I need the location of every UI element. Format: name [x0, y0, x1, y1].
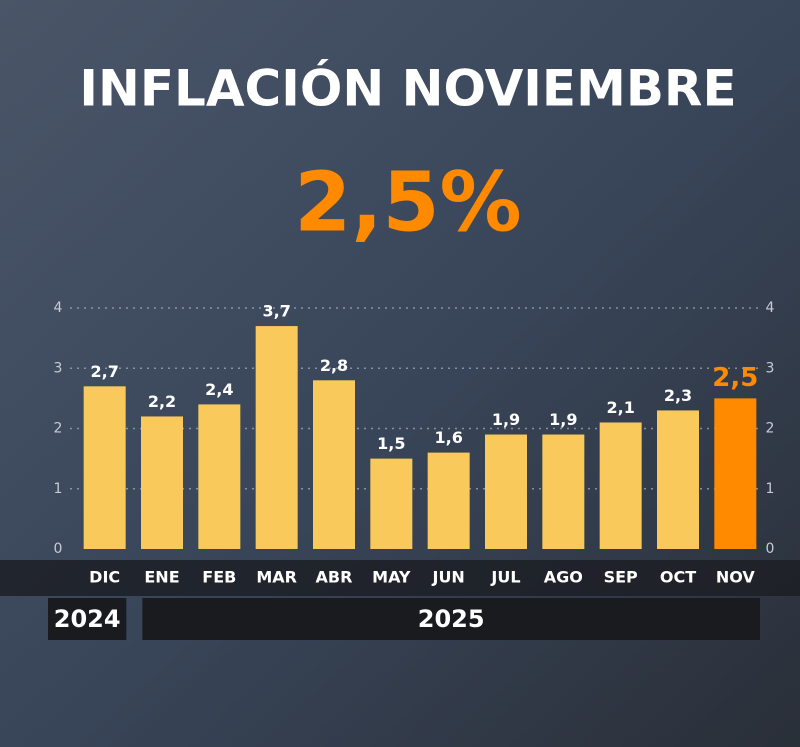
bar	[427, 452, 470, 549]
y2-tick-label: 1	[766, 481, 775, 497]
x-tick-label: MAY	[372, 568, 411, 587]
x-tick-label: JUL	[490, 568, 520, 587]
bar	[714, 398, 757, 549]
y-tick-label: 2	[54, 421, 63, 437]
bar	[485, 434, 527, 549]
bar	[255, 326, 298, 549]
y-tick-label: 1	[54, 481, 63, 497]
y2-tick-label: 4	[766, 300, 775, 316]
value-label: 3,7	[262, 302, 290, 321]
x-tick-label: OCT	[660, 568, 696, 587]
bar	[599, 422, 642, 549]
chart-title: INFLACIÓN NOVIEMBRE	[79, 59, 736, 118]
year-band	[142, 598, 761, 640]
bar	[198, 404, 241, 549]
value-label: 1,6	[434, 428, 462, 447]
value-label: 2,1	[606, 398, 634, 417]
y-tick-label: 3	[54, 360, 63, 376]
bar	[313, 380, 355, 549]
month-band	[0, 560, 800, 596]
value-label: 2,8	[320, 356, 348, 375]
bar	[141, 416, 183, 549]
x-tick-label: ABR	[316, 568, 353, 587]
x-tick-label: ENE	[144, 568, 179, 587]
bar	[657, 410, 699, 549]
y2-tick-label: 3	[766, 360, 775, 376]
x-tick-label: FEB	[202, 568, 236, 587]
value-label: 2,3	[664, 386, 692, 405]
value-label: 2,5	[712, 363, 758, 393]
value-label: 2,7	[90, 362, 118, 381]
y-tick-label: 4	[54, 300, 63, 316]
y2-tick-label: 0	[766, 541, 775, 557]
y2-tick-label: 2	[766, 421, 775, 437]
x-tick-label: AGO	[544, 568, 583, 587]
bar	[83, 386, 126, 549]
x-tick-label: SEP	[604, 568, 638, 587]
year-label: 2024	[54, 605, 121, 633]
chart-subtitle: 2,5%	[294, 155, 521, 250]
value-label: 2,2	[148, 392, 176, 411]
x-tick-label: NOV	[716, 568, 756, 587]
x-tick-label: JUN	[431, 568, 464, 587]
year-label: 2025	[418, 605, 485, 633]
y-tick-label: 0	[54, 541, 63, 557]
x-tick-label: MAR	[256, 568, 297, 587]
value-label: 1,5	[377, 434, 405, 453]
bar	[542, 434, 585, 549]
bar	[370, 458, 413, 549]
value-label: 1,9	[492, 410, 520, 429]
year-band	[48, 598, 127, 640]
value-label: 2,4	[205, 380, 233, 399]
value-label: 1,9	[549, 410, 577, 429]
x-tick-label: DIC	[89, 568, 120, 587]
